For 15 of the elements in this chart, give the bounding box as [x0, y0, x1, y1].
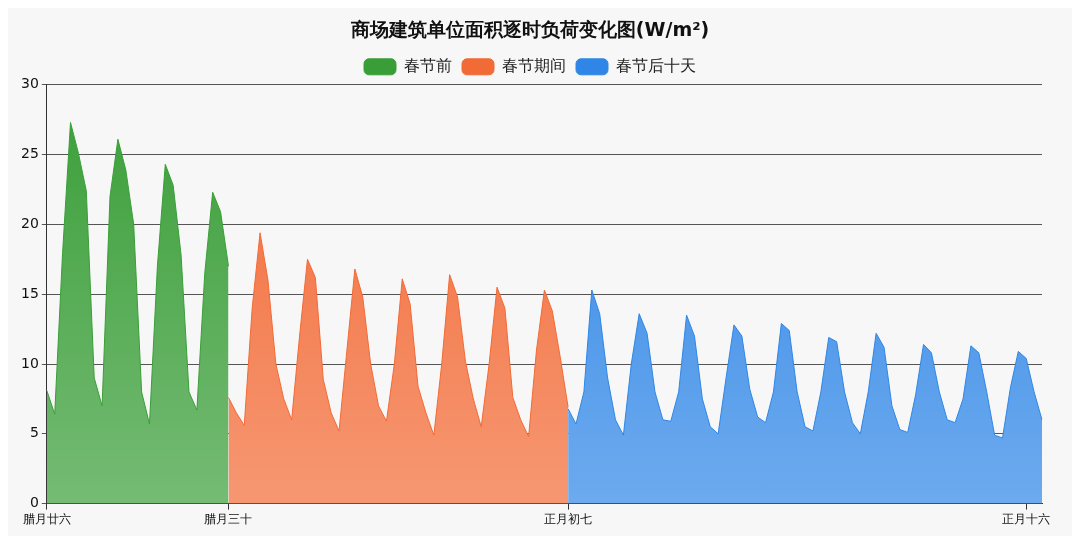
x-tick-label: 正月初七: [544, 511, 593, 526]
y-tick-label: 0: [29, 494, 39, 511]
y-tick-label: 5: [29, 424, 39, 441]
legend-label: 春节前: [404, 55, 452, 75]
y-tick-label: 25: [20, 145, 39, 162]
x-tick-label: 正月十六: [1002, 511, 1051, 526]
legend-label: 春节后十天: [616, 55, 696, 75]
y-tick-label: 30: [20, 75, 39, 92]
chart-title: 商场建筑单位面积逐时负荷变化图(W/m²): [349, 18, 710, 41]
legend-label: 春节期间: [502, 55, 566, 75]
x-tick-label: 腊月三十: [204, 511, 253, 526]
y-tick-label: 20: [20, 215, 39, 232]
x-tick-label: 腊月廿六: [22, 511, 71, 526]
y-tick-label: 15: [20, 284, 39, 301]
y-tick-label: 10: [20, 354, 39, 371]
